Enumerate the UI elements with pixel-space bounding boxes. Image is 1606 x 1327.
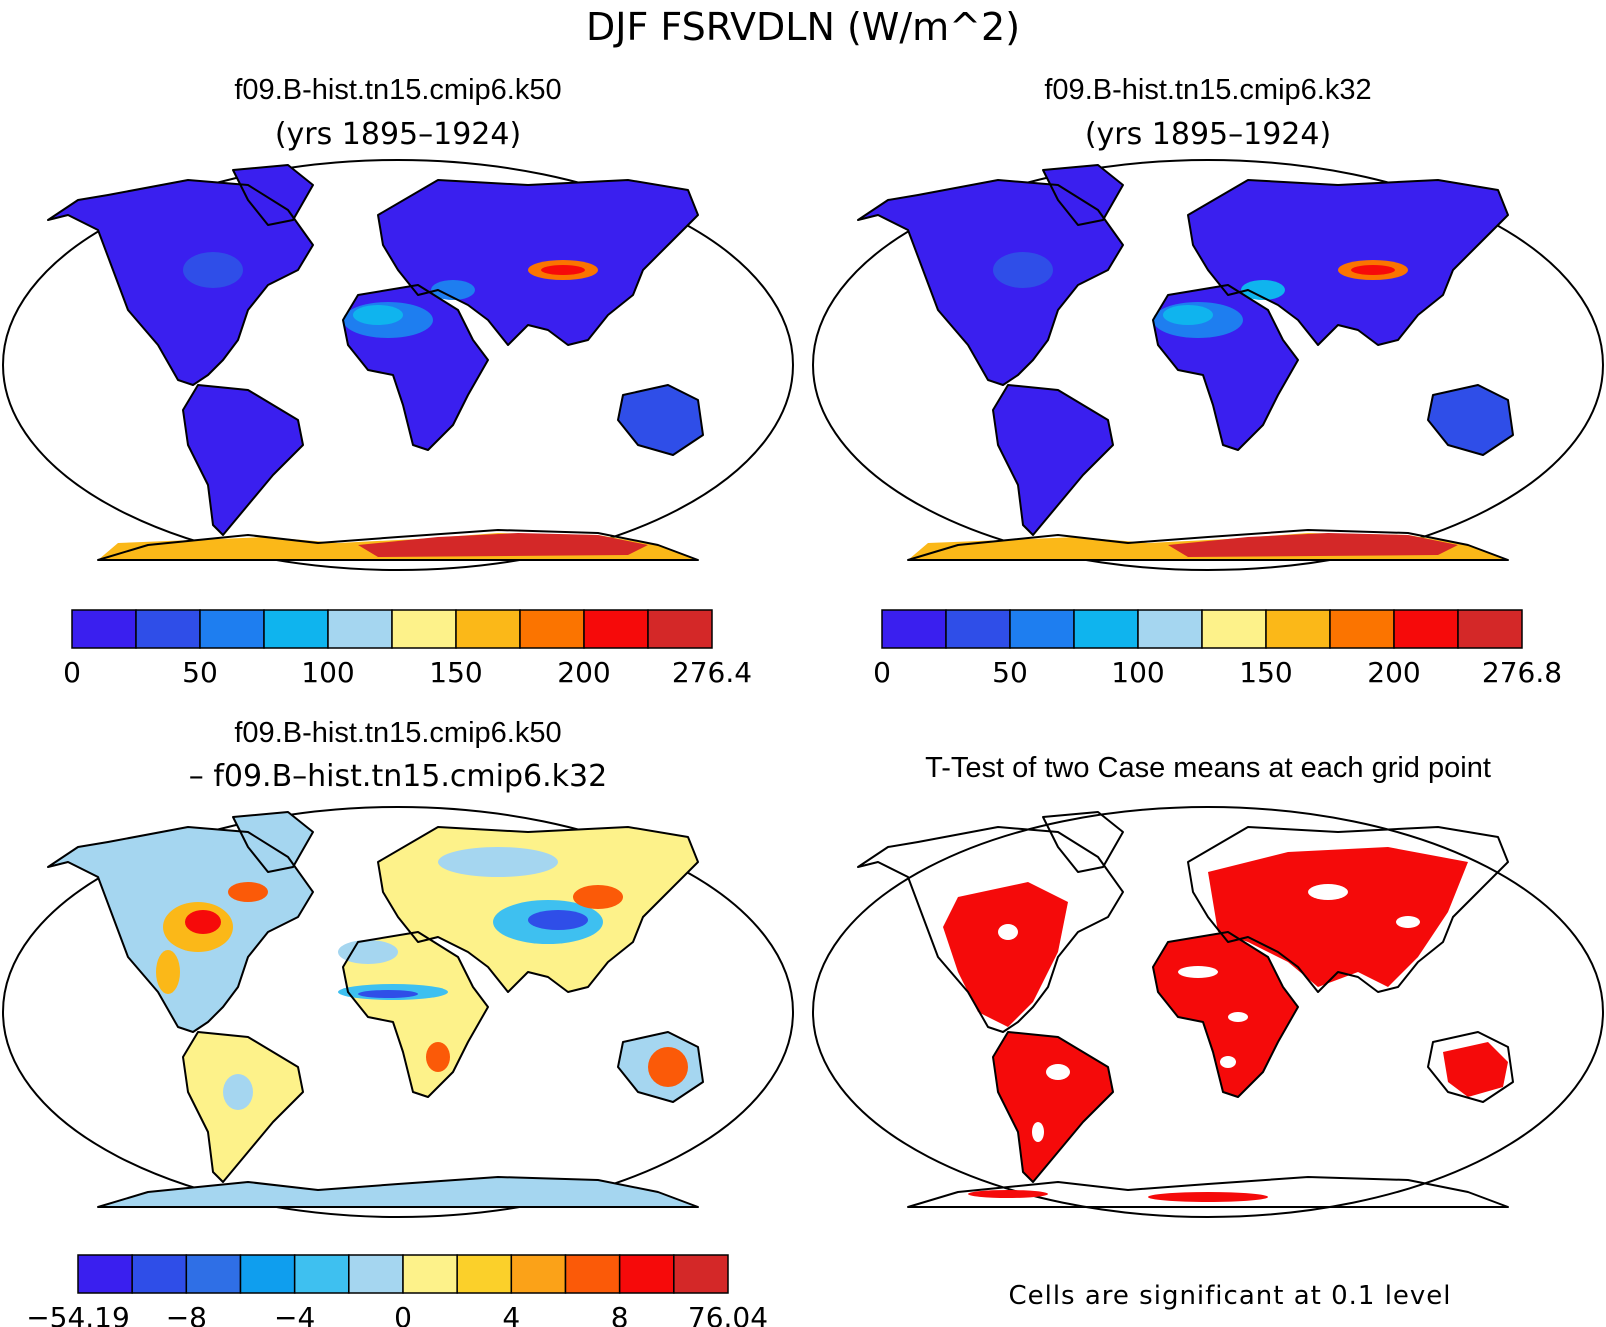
panel-k50-map	[2, 159, 794, 571]
colorbar-swatch	[1009, 609, 1075, 649]
colorbar-tick-label: 200	[557, 656, 610, 689]
colorbar-swatch	[391, 609, 457, 649]
panel-diff-subtitle: – f09.B–hist.tn15.cmip6.k32	[189, 759, 607, 794]
colorbar-swatch	[71, 609, 137, 649]
colorbar-tick-label: 0	[873, 656, 891, 689]
colorbar-tick-label: 150	[1239, 656, 1292, 689]
colorbar-swatch	[239, 1254, 296, 1294]
panel-k32-title: f09.B-hist.tn15.cmip6.k32	[1044, 74, 1371, 106]
colorbar-swatch	[647, 609, 713, 649]
colorbar-tick-label: 100	[301, 656, 354, 689]
figure-title: DJF FSRVDLN (W/m^2)	[586, 5, 1020, 49]
colorbar-swatch	[1457, 609, 1523, 649]
panel-k50-subtitle: (yrs 1895–1924)	[275, 117, 521, 152]
map-frame	[812, 159, 1604, 571]
colorbar-tick-label: 0	[63, 656, 81, 689]
colorbar-tick-label: 50	[182, 656, 218, 689]
panel-diff-title: f09.B-hist.tn15.cmip6.k50	[234, 717, 561, 749]
colorbar-tick-label: 0	[394, 1301, 412, 1327]
significance-note: Cells are significant at 0.1 level	[1008, 1281, 1451, 1311]
land-field	[48, 812, 703, 1207]
colorbar-swatch	[293, 1254, 350, 1294]
colorbar-swatch	[1329, 609, 1395, 649]
colorbar-swatch	[1137, 609, 1203, 649]
colorbar-swatch	[673, 1254, 729, 1294]
colorbar-tick-label: 100	[1111, 656, 1164, 689]
map-frame	[812, 806, 1604, 1218]
colorbar-swatch	[1073, 609, 1139, 649]
panel-k32-colorbar: 0 50 100 150 200 276.8	[873, 609, 1562, 689]
colorbar-swatch	[1265, 609, 1331, 649]
colorbar-swatch	[618, 1254, 675, 1294]
colorbar-swatch	[327, 609, 393, 649]
colorbar-swatch	[510, 1254, 567, 1294]
colorbar-swatch	[583, 609, 649, 649]
colorbar-tick-label: 150	[429, 656, 482, 689]
colorbar-swatch	[77, 1254, 133, 1294]
map-frame	[2, 806, 794, 1218]
colorbar-swatch	[185, 1254, 242, 1294]
colorbar-swatch	[881, 609, 947, 649]
panel-k32-subtitle: (yrs 1895–1924)	[1085, 117, 1331, 152]
colorbar-tick-label: −8	[166, 1301, 207, 1327]
colorbar-swatch	[135, 609, 201, 649]
colorbar-tick-label: 276.8	[1482, 656, 1562, 689]
colorbar-swatch	[402, 1254, 458, 1294]
colorbar-swatch	[348, 1254, 404, 1294]
colorbar-tick-label: −54.19	[26, 1301, 130, 1327]
colorbar-swatch	[1393, 609, 1459, 649]
colorbar-swatch	[519, 609, 585, 649]
colorbar-swatch	[945, 609, 1011, 649]
panel-diff-map	[2, 806, 794, 1218]
colorbar-tick-label: −4	[274, 1301, 315, 1327]
colorbar-swatch	[1201, 609, 1267, 649]
panel-k50-title: f09.B-hist.tn15.cmip6.k50	[234, 74, 561, 106]
colorbar-tick-label: 200	[1367, 656, 1420, 689]
colorbar-swatch	[564, 1254, 621, 1294]
colorbar-tick-label: 8	[611, 1301, 629, 1327]
colorbar-tick-label: 4	[502, 1301, 520, 1327]
panel-ttest: T-Test of two Case means at each grid po…	[812, 752, 1604, 1311]
panel-diff-colorbar: −54.19 −8 −4 0 4 8 76.04	[26, 1254, 768, 1327]
colorbar-tick-label: 276.4	[672, 656, 752, 689]
significance-field	[943, 847, 1508, 1202]
panel-k32: f09.B-hist.tn15.cmip6.k32 (yrs 1895–1924…	[812, 74, 1604, 689]
panel-k50: f09.B-hist.tn15.cmip6.k50 (yrs 1895–1924…	[2, 74, 794, 689]
panel-ttest-map	[812, 806, 1604, 1218]
panel-k50-colorbar: 0 50 100 150 200 276.4	[63, 609, 752, 689]
land-field	[858, 165, 1513, 560]
colorbar-tick-label: 50	[992, 656, 1028, 689]
colorbar-swatch	[263, 609, 329, 649]
colorbar-tick-label: 76.04	[688, 1301, 768, 1327]
colorbar-swatch	[199, 609, 265, 649]
colorbar-swatch	[455, 609, 521, 649]
panel-k32-map	[812, 159, 1604, 571]
insignificant-holes	[998, 884, 1420, 1142]
colorbar-swatch	[131, 1254, 188, 1294]
panel-ttest-title: T-Test of two Case means at each grid po…	[925, 752, 1491, 784]
panel-diff: f09.B-hist.tn15.cmip6.k50 – f09.B–hist.t…	[2, 717, 794, 1327]
colorbar-swatch	[456, 1254, 513, 1294]
land-field	[48, 165, 703, 560]
map-frame	[2, 159, 794, 571]
